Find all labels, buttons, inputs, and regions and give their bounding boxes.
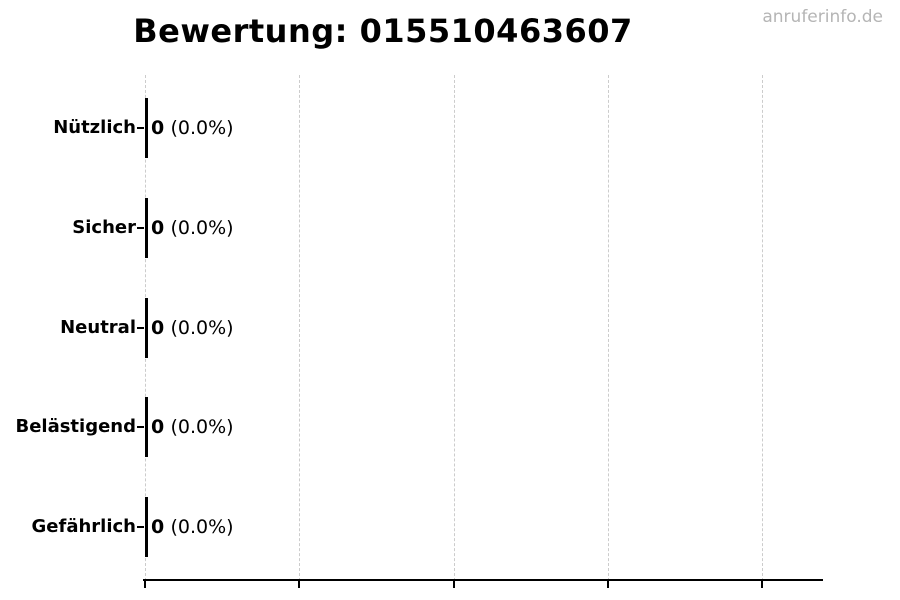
value-label: 0 (0.0%) <box>151 115 234 141</box>
x-axis-tick <box>761 581 763 588</box>
zero-value-bar <box>145 298 148 358</box>
category-label: Neutral <box>60 317 136 338</box>
category-label: Nützlich <box>53 117 136 138</box>
x-axis-line <box>143 579 823 581</box>
gridline <box>608 75 609 581</box>
x-axis-tick <box>144 581 146 588</box>
value-count: 0 <box>151 217 165 239</box>
value-percent: (0.0%) <box>170 117 234 139</box>
value-count: 0 <box>151 516 165 538</box>
value-count: 0 <box>151 317 165 339</box>
value-percent: (0.0%) <box>170 516 234 538</box>
y-axis-tick <box>137 526 144 528</box>
value-label: 0 (0.0%) <box>151 414 234 440</box>
value-count: 0 <box>151 416 165 438</box>
x-axis-tick <box>607 581 609 588</box>
value-percent: (0.0%) <box>170 217 234 239</box>
value-label: 0 (0.0%) <box>151 514 234 540</box>
category-label: Gefährlich <box>31 516 136 537</box>
gridline <box>299 75 300 581</box>
chart-title: Bewertung: 015510463607 <box>133 12 633 50</box>
gridline <box>762 75 763 581</box>
value-percent: (0.0%) <box>170 317 234 339</box>
value-label: 0 (0.0%) <box>151 215 234 241</box>
category-label: Belästigend <box>15 416 136 437</box>
category-label: Sicher <box>72 217 136 238</box>
watermark-text: anruferinfo.de <box>762 7 883 27</box>
value-percent: (0.0%) <box>170 416 234 438</box>
y-axis-tick <box>137 127 144 129</box>
zero-value-bar <box>145 98 148 158</box>
x-axis-tick <box>453 581 455 588</box>
x-axis-tick <box>298 581 300 588</box>
y-axis-tick <box>137 327 144 329</box>
y-axis-tick <box>137 426 144 428</box>
zero-value-bar <box>145 397 148 457</box>
value-label: 0 (0.0%) <box>151 315 234 341</box>
gridline <box>454 75 455 581</box>
zero-value-bar <box>145 198 148 258</box>
value-count: 0 <box>151 117 165 139</box>
y-axis-tick <box>137 227 144 229</box>
zero-value-bar <box>145 497 148 557</box>
